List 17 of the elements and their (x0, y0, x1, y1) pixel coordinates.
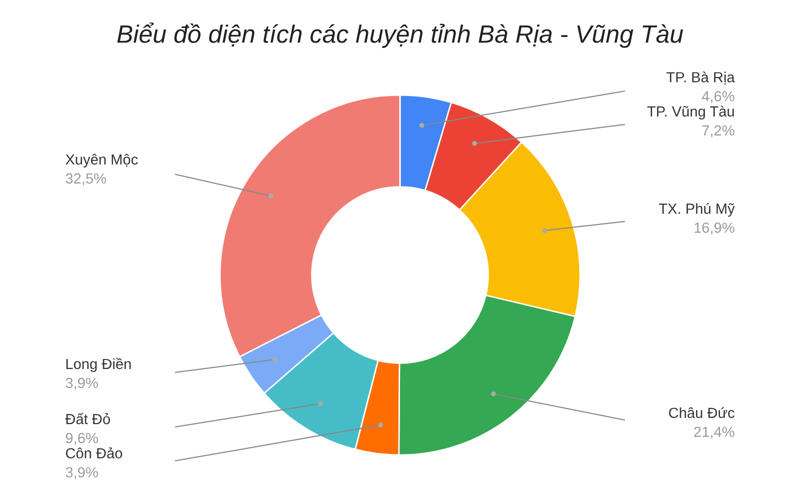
data-label: 9,6% (66, 432, 98, 445)
slice-label: Xuyên Mộc (66, 154, 138, 168)
data-label: 32,5% (66, 173, 106, 186)
slice-label: Côn Đảo (66, 447, 122, 458)
slice-label: Long Điền (66, 358, 131, 372)
slice-label: TP. Bà Rịa (666, 72, 735, 84)
chart-title: Biểu đồ diện tích các huyện tỉnh Bà Rịa - Vũng Tàu (117, 22, 684, 48)
slice-label: TX. Phú Mỹ (658, 202, 735, 217)
slice-label: Châu Đức (669, 407, 734, 418)
data-label: 3,9% (66, 467, 98, 480)
data-label: 4,6% (702, 91, 734, 104)
slice-label: TP. Vũng Tàu (647, 106, 734, 120)
data-label: 3,9% (66, 378, 98, 390)
data-label: 16,9% (694, 222, 734, 235)
data-label: 21,4% (694, 426, 734, 439)
data-label: 7,2% (702, 125, 734, 138)
slice-label: Đất Đỏ (65, 412, 110, 424)
